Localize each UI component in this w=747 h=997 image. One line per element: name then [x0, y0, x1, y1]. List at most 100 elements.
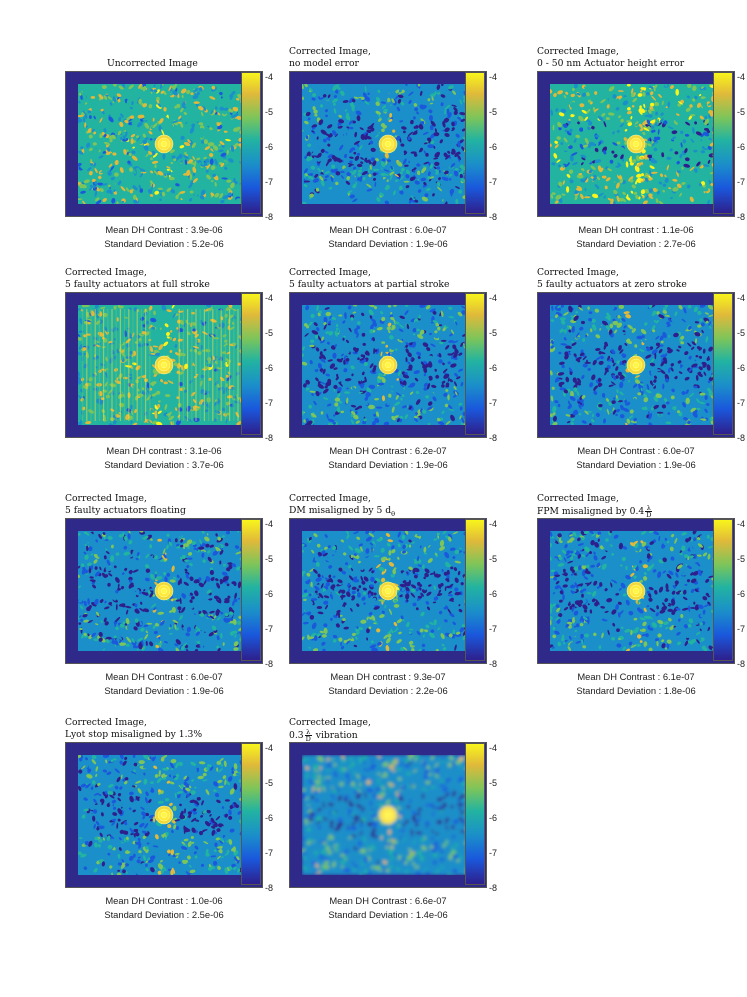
- speckle: [455, 133, 460, 138]
- speckle: [562, 164, 565, 168]
- speckle: [122, 406, 128, 412]
- speckle: [398, 185, 403, 191]
- speckle: [328, 331, 334, 336]
- speckle: [78, 308, 82, 311]
- speckle: [358, 543, 363, 547]
- speckle: [598, 351, 606, 355]
- speckle: [92, 185, 96, 188]
- speckle: [221, 571, 228, 576]
- speckle: [190, 187, 193, 191]
- speckle: [423, 150, 426, 154]
- speckle: [376, 196, 381, 203]
- speckle: [210, 192, 215, 197]
- speckle: [209, 306, 213, 312]
- speckle: [371, 546, 373, 553]
- speckle: [78, 579, 83, 583]
- colorbar-tick-label: -6: [265, 589, 274, 599]
- speckle: [434, 330, 438, 334]
- speckle: [341, 197, 344, 203]
- speckle: [163, 572, 167, 576]
- speckle: [314, 585, 320, 591]
- speckle: [680, 142, 683, 148]
- speckle: [682, 139, 686, 144]
- speckle: [397, 406, 403, 412]
- speckle: [93, 548, 98, 553]
- speckle: [612, 320, 619, 326]
- speckle: [183, 141, 191, 147]
- speckle: [451, 94, 456, 99]
- speckle: [220, 152, 227, 157]
- speckle: [203, 162, 208, 167]
- speckle: [584, 137, 589, 145]
- speckle: [360, 354, 365, 358]
- speckle: [318, 190, 322, 198]
- speckle: [225, 138, 231, 142]
- speckle: [335, 181, 339, 186]
- speckle: [192, 172, 196, 177]
- speckle: [439, 341, 444, 345]
- speckle: [595, 388, 599, 391]
- speckle: [231, 563, 237, 568]
- speckle: [125, 609, 129, 615]
- speckle: [108, 114, 111, 118]
- speckle: [356, 321, 361, 325]
- panel-title-subscript: θ: [391, 509, 396, 518]
- speckle: [386, 542, 391, 547]
- speckle: [224, 166, 228, 170]
- speckle: [614, 415, 621, 419]
- speckle: [694, 110, 699, 116]
- speckle: [206, 599, 210, 605]
- speckle: [90, 564, 94, 570]
- speckle: [333, 95, 337, 98]
- speckle: [372, 93, 377, 98]
- speckle: [128, 376, 133, 380]
- speckle: [350, 554, 354, 558]
- speckle: [227, 562, 233, 565]
- speckle: [595, 412, 600, 418]
- speckle: [407, 352, 412, 358]
- speckle: [579, 103, 585, 108]
- speckle-group: [302, 531, 474, 651]
- speckle: [98, 582, 102, 586]
- speckle: [397, 98, 401, 104]
- speckle: [623, 325, 627, 329]
- speckle: [692, 98, 696, 102]
- speckle: [379, 85, 382, 92]
- speckle: [426, 383, 431, 390]
- speckle: [306, 155, 311, 162]
- speckle: [106, 147, 111, 152]
- speckle: [342, 320, 346, 324]
- speckle: [662, 332, 667, 338]
- speckle: [104, 621, 109, 626]
- speckle: [154, 581, 159, 586]
- speckle: [661, 100, 664, 106]
- colorbar-tick-label: -8: [265, 212, 274, 222]
- speckle: [364, 101, 370, 105]
- speckle: [460, 399, 463, 404]
- speckle: [364, 86, 367, 93]
- speckle: [558, 112, 565, 117]
- speckle: [359, 144, 363, 151]
- std-deviation-label: Standard Deviation : 3.7e-06: [104, 459, 224, 470]
- speckle: [442, 531, 448, 535]
- speckle: [393, 305, 398, 307]
- speckle: [222, 194, 230, 200]
- speckle: [652, 187, 657, 192]
- speckle: [141, 591, 148, 596]
- speckle: [317, 573, 321, 578]
- speckle: [344, 378, 352, 382]
- speckle: [651, 95, 657, 101]
- speckle: [303, 322, 308, 327]
- speckle: [153, 607, 157, 611]
- speckle: [430, 343, 436, 347]
- speckle: [438, 172, 442, 177]
- speckle: [79, 92, 82, 96]
- speckle: [360, 383, 364, 389]
- speckle: [138, 84, 143, 89]
- colorbar: [713, 293, 733, 435]
- speckle: [108, 574, 114, 579]
- speckle: [442, 362, 445, 366]
- speckle: [401, 550, 407, 554]
- speckle: [669, 148, 673, 152]
- speckle: [93, 162, 97, 167]
